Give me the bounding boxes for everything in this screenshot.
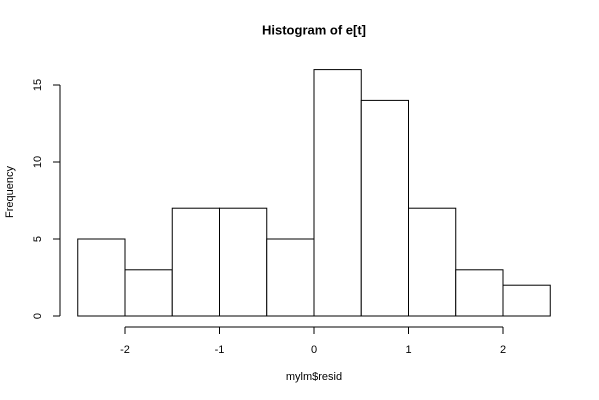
x-tick-label: 1 bbox=[405, 344, 411, 356]
x-tick-label: 2 bbox=[500, 344, 506, 356]
x-axis-label: mylm$resid bbox=[286, 371, 342, 383]
y-axis-label: Frequency bbox=[4, 166, 16, 218]
chart-title: Histogram of e[t] bbox=[262, 22, 366, 37]
y-tick-label: 15 bbox=[32, 79, 44, 91]
y-tick-label: 10 bbox=[32, 156, 44, 168]
bar bbox=[77, 238, 126, 317]
bar bbox=[124, 269, 173, 317]
bar bbox=[266, 238, 315, 317]
bar bbox=[219, 207, 268, 317]
y-tick-label: 0 bbox=[32, 313, 44, 319]
x-tick-label: -1 bbox=[215, 344, 225, 356]
y-tick-label: 5 bbox=[32, 236, 44, 242]
bar bbox=[313, 69, 362, 317]
bar bbox=[360, 99, 409, 317]
x-tick-label: -2 bbox=[120, 344, 130, 356]
bar bbox=[455, 269, 504, 317]
x-tick-label: 0 bbox=[311, 344, 317, 356]
bar bbox=[408, 207, 457, 317]
bar bbox=[502, 284, 551, 317]
bar bbox=[171, 207, 220, 317]
